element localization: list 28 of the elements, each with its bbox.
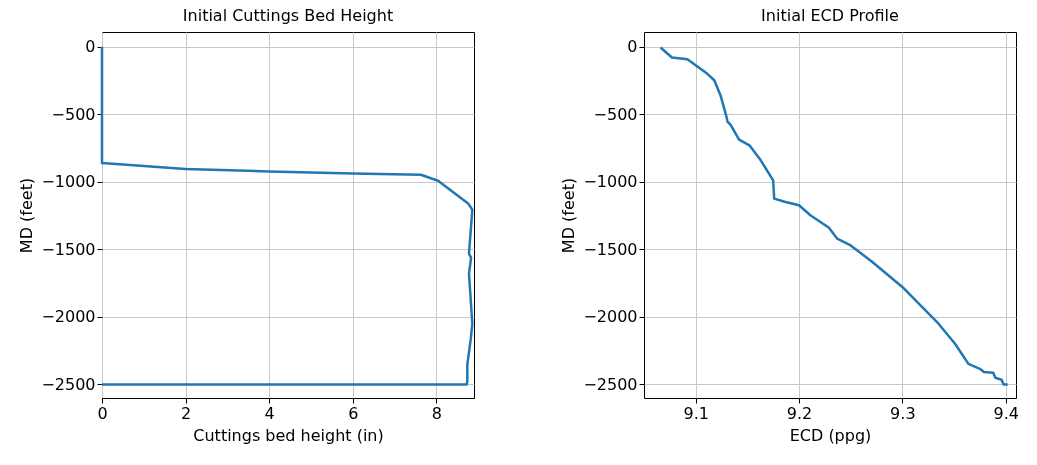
y-axis-title: MD (feet): [17, 177, 37, 254]
x-tick-label: 9.2: [786, 403, 813, 423]
x-tick-label: 8: [431, 403, 442, 423]
y-tick-label: −2500: [583, 374, 638, 394]
x-tick-label: 9.3: [890, 403, 916, 423]
x-tick-label: 9.1: [683, 403, 709, 423]
y-tick-label: −500: [593, 104, 638, 124]
line-series: [100, 45, 474, 386]
y-tick-label: 0: [627, 37, 638, 57]
y-tick-label: 0: [85, 37, 96, 57]
x-tick-label: 9.4: [993, 403, 1019, 423]
y-tick-label: −2000: [41, 307, 96, 327]
y-axis-title: MD (feet): [559, 177, 579, 254]
x-tick-label: 2: [181, 403, 192, 423]
chart-title: Initial ECD Profile: [761, 6, 899, 25]
y-tick-label: −1500: [41, 239, 96, 259]
x-axis-title: ECD (ppg): [789, 425, 872, 445]
chart-title: Initial Cuttings Bed Height: [182, 6, 394, 25]
y-tick-label: −1500: [583, 239, 638, 259]
y-tick-label: −2500: [41, 374, 96, 394]
y-tick-label: −2000: [583, 307, 638, 327]
y-tick-label: −1000: [583, 172, 638, 192]
x-axis-title: Cuttings bed height (in): [193, 425, 384, 445]
y-tick-label: −1000: [41, 172, 96, 192]
x-tick-label: 4: [264, 403, 275, 423]
y-tick-label: −500: [51, 104, 96, 124]
line-series: [659, 46, 1009, 386]
x-tick-label: 6: [348, 403, 359, 423]
